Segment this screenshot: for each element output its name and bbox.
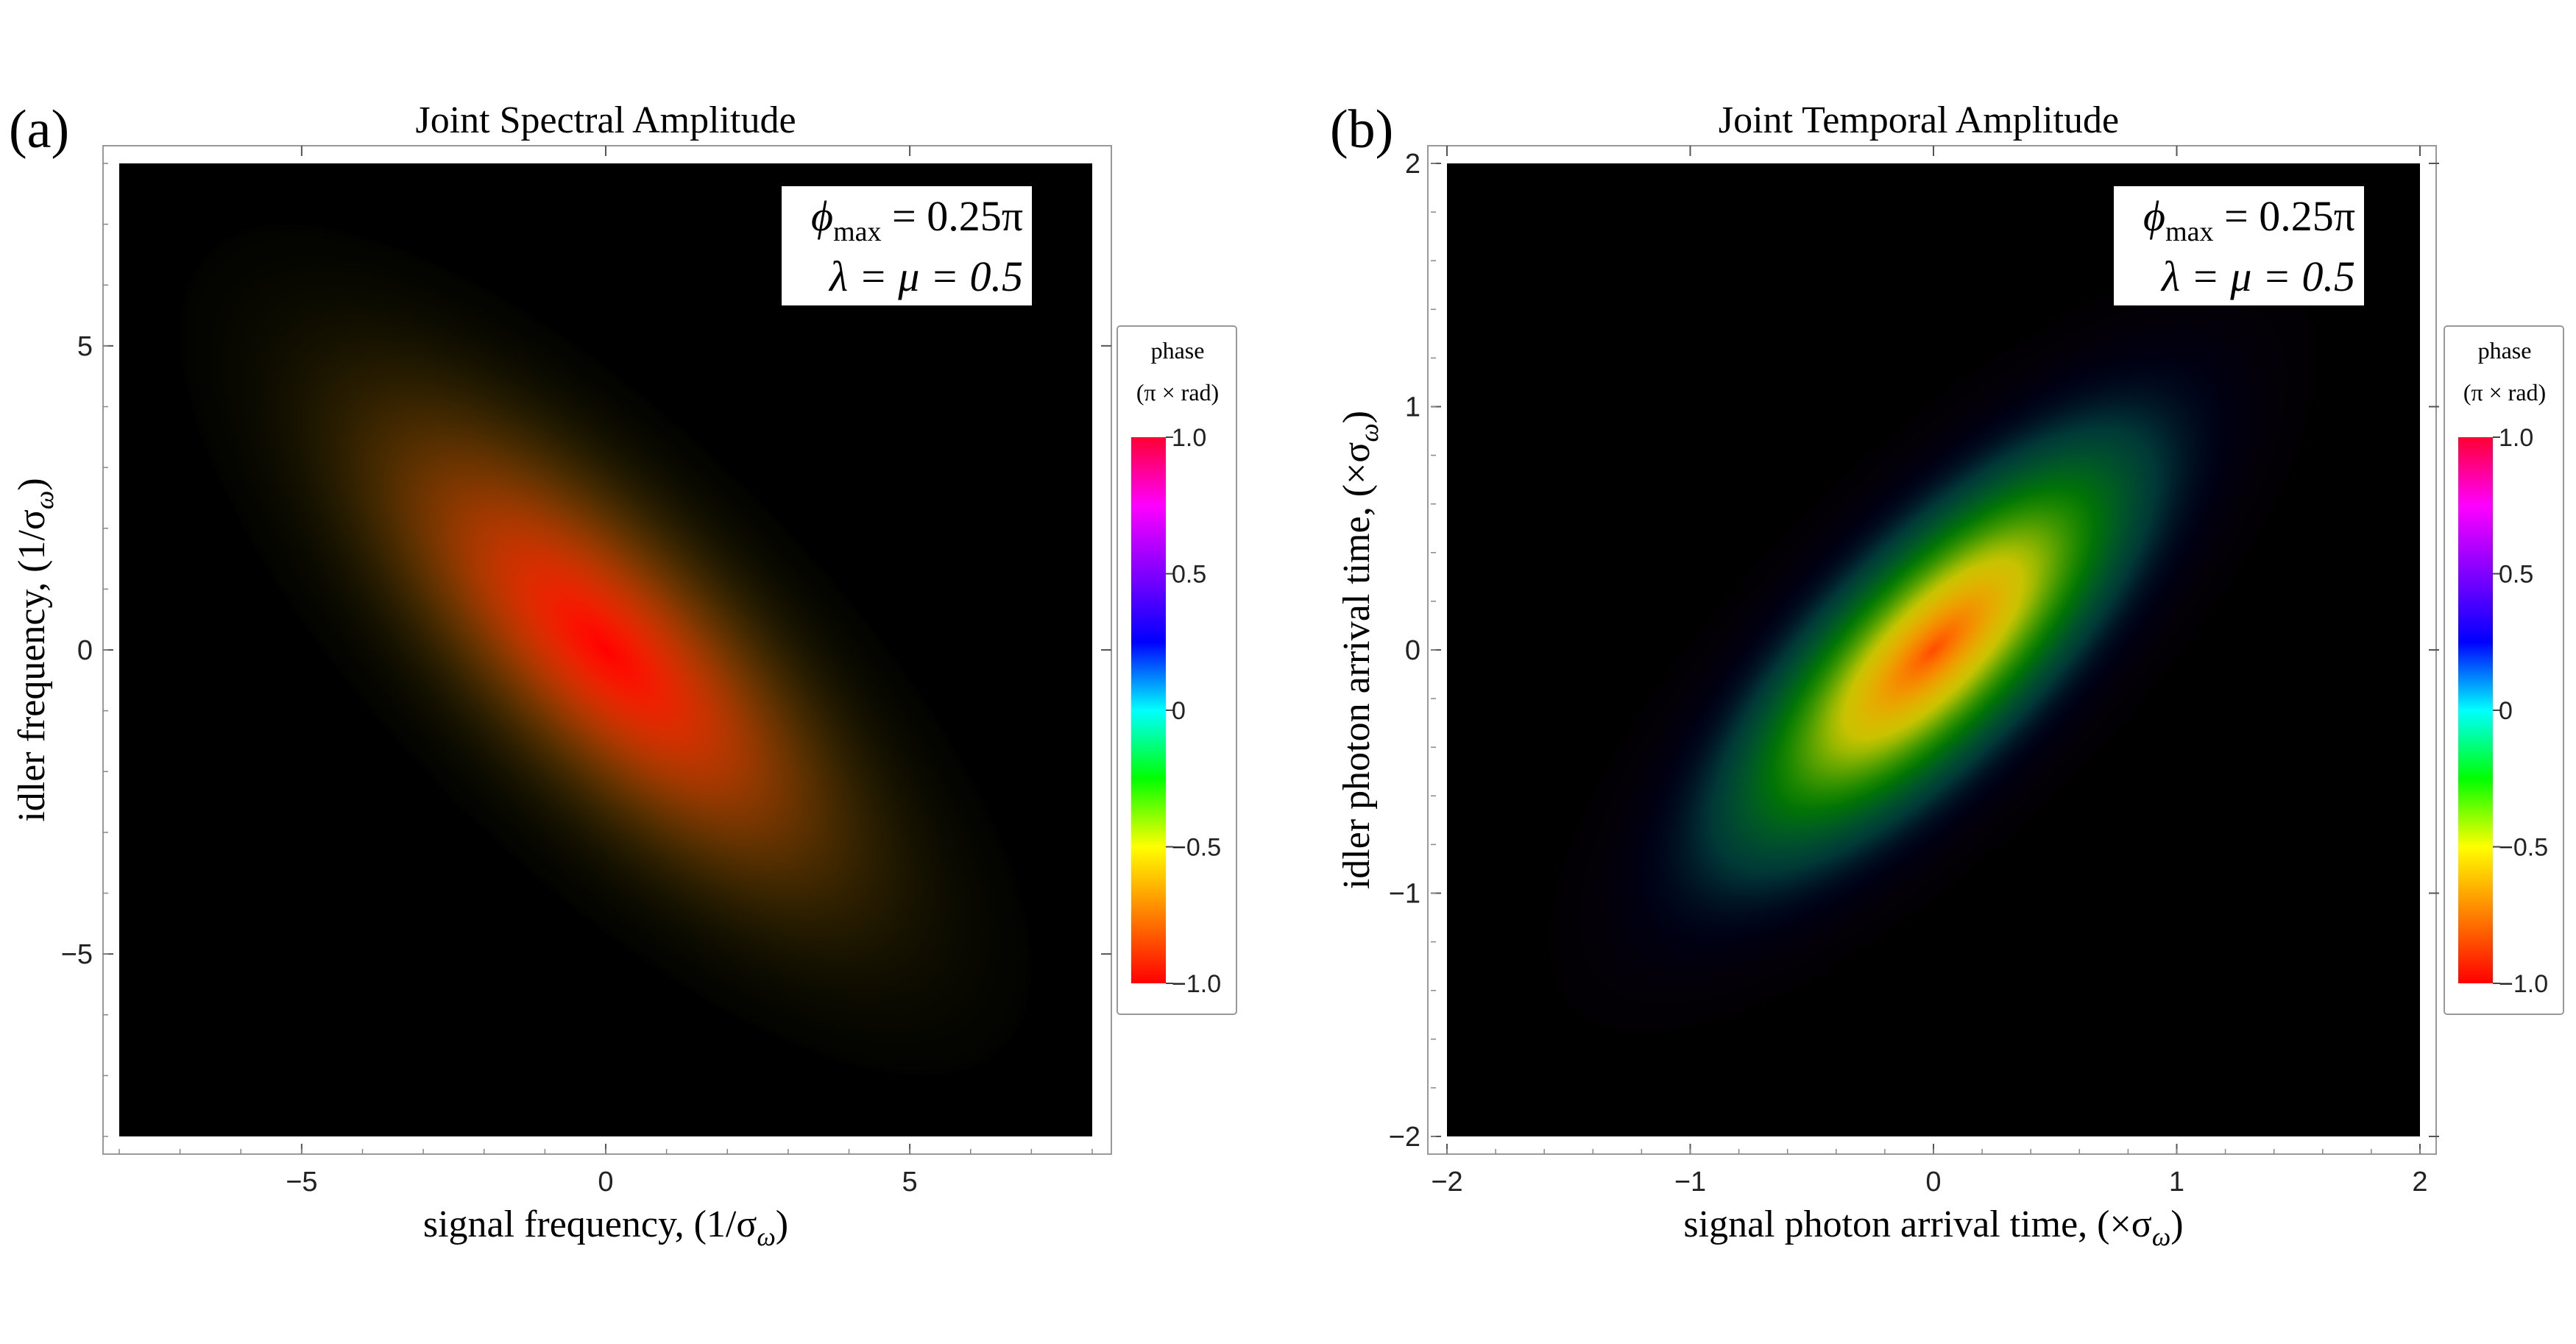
panel-b-colorbar: phase (π × rad) 1.0 0.5 0 −0.5 −1.0 (2444, 325, 2564, 1015)
panel-a-ticks: −5 0 5 −5 0 5 (61, 146, 1111, 1198)
panel-a-colorbar-ticks: 1.0 0.5 0 −0.5 −1.0 (1166, 424, 1221, 998)
panel-a-xlabel-end: ) (776, 1203, 788, 1245)
panel-b-ytick-label: −1 (1389, 879, 1420, 910)
panel-a: (a) Joint Spectral Amplitude −5 0 5 −5 0 5 ϕm… (9, 99, 1237, 1251)
panel-b-annotation-line2: λ = μ = 0.5 (2160, 252, 2355, 300)
panel-a-ytick-label: 0 (77, 635, 93, 666)
panel-a-colorbar-tick-label: 0 (1172, 697, 1186, 725)
panel-b-ytick-label: −2 (1389, 1122, 1420, 1153)
panel-b-xtick-label: −1 (1674, 1167, 1706, 1198)
panel-b-xlabel-end: ) (2170, 1203, 2183, 1245)
panel-b: (b) Joint Temporal Amplitude −2 −1 0 1 2 −2 −1… (1330, 99, 2564, 1251)
panel-b-ylabel-end: ) (1336, 411, 1378, 423)
panel-b-ann-sub: max (2165, 216, 2213, 247)
panel-a-annotation-box (782, 186, 1032, 305)
panel-a-colorbar-tick-label: 1.0 (1172, 424, 1206, 452)
panel-b-xtick-label: −2 (1431, 1167, 1462, 1198)
panel-b-heatmap (1550, 266, 2317, 1033)
panel-a-xtick-label: 0 (598, 1167, 613, 1198)
panel-a-xlabel-text: signal frequency, (1/σ (423, 1203, 757, 1245)
panel-a-ylabel-text: idler frequency, (1/σ (11, 509, 53, 822)
panel-b-ann-phi: ϕ (2143, 192, 2165, 240)
panel-a-ann-sub: max (833, 216, 881, 247)
panel-b-colorbar-title2: (π × rad) (2463, 379, 2546, 406)
panel-b-annotation-line1: ϕmax = 0.25π (2143, 192, 2355, 247)
panel-a-colorbar-tick-label: −0.5 (1172, 834, 1221, 862)
panel-b-xtick-label: 0 (1925, 1167, 1941, 1198)
panel-b-colorbar-gradient-bar (2458, 437, 2493, 983)
panel-a-amplitude-blob (180, 224, 1031, 1075)
panel-b-ytick-label: 1 (1405, 392, 1420, 423)
panel-b-xlabel-text: signal photon arrival time, (×σ (1683, 1203, 2151, 1245)
panel-b-colorbar-tick-label: 0.5 (2499, 561, 2533, 589)
panel-b-colorbar-ticks: 1.0 0.5 0 −0.5 −1.0 (2493, 424, 2548, 998)
panel-a-xtick-label: −5 (286, 1167, 317, 1198)
panel-a-label: (a) (9, 99, 69, 160)
panel-a-colorbar-title2: (π × rad) (1136, 379, 1219, 406)
panel-b-ann-val: = 0.25π (2214, 192, 2356, 240)
panel-a-colorbar: phase (π × rad) 1.0 0.5 0 −0.5 −1.0 (1117, 325, 1237, 1015)
panel-a-ann-val: = 0.25π (882, 192, 1024, 240)
panel-b-ytick-label: 0 (1405, 635, 1420, 666)
panel-b-ticks: −2 −1 0 1 2 −2 −1 0 1 2 (1389, 146, 2439, 1198)
panel-a-colorbar-title1: phase (1151, 337, 1205, 364)
panel-a-ylabel-end: ) (11, 478, 53, 490)
panel-b-amplitude-blob (1550, 266, 2317, 1033)
panel-b-xlabel: signal photon arrival time, (×σω) (1683, 1203, 2183, 1251)
panel-b-colorbar-tick-label: −1.0 (2499, 970, 2548, 998)
panel-a-annotation-line1: ϕmax = 0.25π (811, 192, 1023, 247)
panel-b-ylabel-text: idler photon arrival time, (×σ (1336, 442, 1378, 890)
panel-a-ytick-label: 5 (77, 331, 93, 362)
panel-b-title: Joint Temporal Amplitude (1719, 99, 2119, 141)
panel-a-ylabel: idler frequency, (1/σω) (11, 478, 59, 821)
panel-a-colorbar-tick-label: −1.0 (1172, 970, 1221, 998)
panel-a-ylabel-sub: ω (29, 491, 59, 509)
panel-a-colorbar-tick-label: 0.5 (1172, 561, 1206, 589)
panel-a-annotation-line2: λ = μ = 0.5 (828, 252, 1023, 300)
panel-b-xtick-label: 2 (2412, 1167, 2427, 1198)
panel-b-colorbar-tick-label: −0.5 (2499, 834, 2548, 862)
panel-a-xlabel: signal frequency, (1/σω) (423, 1203, 788, 1251)
panel-a-ann-phi: ϕ (811, 192, 833, 240)
panel-b-xlabel-sub: ω (2152, 1222, 2170, 1251)
panel-a-xtick-label: 5 (902, 1167, 918, 1198)
panel-a-title: Joint Spectral Amplitude (415, 99, 796, 141)
panel-a-heatmap (180, 224, 1031, 1075)
panel-b-colorbar-tick-label: 1.0 (2499, 424, 2533, 452)
panel-a-ytick-label: −5 (61, 939, 93, 970)
panel-b-ylabel: idler photon arrival time, (×σω) (1336, 411, 1384, 889)
panel-a-xlabel-sub: ω (757, 1222, 775, 1251)
panel-b-xtick-label: 1 (2169, 1167, 2184, 1198)
panel-b-colorbar-tick-label: 0 (2499, 697, 2513, 725)
panel-b-annotation-box (2114, 186, 2364, 305)
panel-b-ylabel-sub: ω (1354, 423, 1384, 442)
panel-a-colorbar-gradient-bar (1131, 437, 1166, 983)
panel-b-label: (b) (1330, 99, 1393, 160)
panel-b-ytick-label: 2 (1405, 149, 1420, 180)
panel-b-colorbar-title1: phase (2478, 337, 2532, 364)
